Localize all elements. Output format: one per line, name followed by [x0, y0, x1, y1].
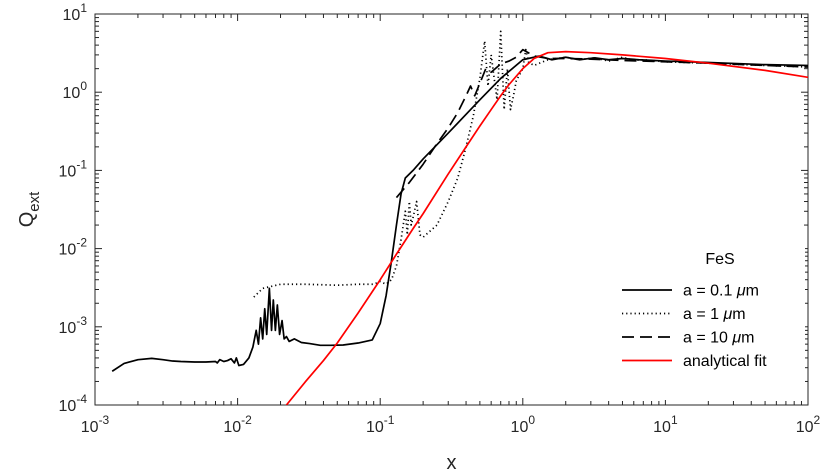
- y-tick-label: 100: [63, 79, 88, 102]
- series-layer: [111, 30, 808, 405]
- y-tick-label: 10-4: [59, 392, 88, 415]
- x-axis: 10-3 10-2 10-1 100 101 102: [81, 14, 821, 436]
- legend-label-3: a = 10 μm: [683, 330, 754, 347]
- legend-items: a = 0.1 μm a = 1 μm a = 10 μm analytical fi…: [622, 283, 767, 370]
- y-tick-label: 101: [63, 1, 88, 24]
- y-tick-label: 10-3: [59, 314, 88, 337]
- y-tick-label: 10-2: [59, 236, 88, 259]
- legend-box: [615, 240, 805, 400]
- x-tick-label: 101: [653, 413, 678, 436]
- y-axis-title: Qext: [16, 191, 43, 227]
- y-tick-label: 10-1: [59, 157, 88, 180]
- y-axis: 10-4 10-3 10-2 10-1 100 101: [59, 1, 808, 415]
- x-axis-title: x: [447, 452, 457, 472]
- x-tick-label: 102: [796, 413, 821, 436]
- x-tick-label: 10-3: [81, 413, 110, 436]
- x-tick-label: 100: [511, 413, 536, 436]
- legend-title: FeS: [705, 251, 734, 268]
- legend-label-4: analytical fit: [683, 353, 767, 370]
- y-axis-title-main: Q: [16, 212, 38, 228]
- y-axis-title-subscript: ext: [26, 191, 43, 212]
- x-tick-label: 10-1: [366, 413, 395, 436]
- legend: FeS a = 0.1 μm a = 1 μm a = 10 μm analytica…: [615, 240, 805, 400]
- legend-label-2: a = 1 μm: [683, 306, 746, 323]
- x-tick-label: 10-2: [223, 413, 252, 436]
- plot-area: 10-3 10-2 10-1 100 101 102 10-410-310-210-110…: [59, 1, 821, 436]
- legend-label-1: a = 0.1 μm: [683, 283, 759, 300]
- series-line-4: [285, 50, 808, 405]
- series-line-2: [253, 30, 808, 298]
